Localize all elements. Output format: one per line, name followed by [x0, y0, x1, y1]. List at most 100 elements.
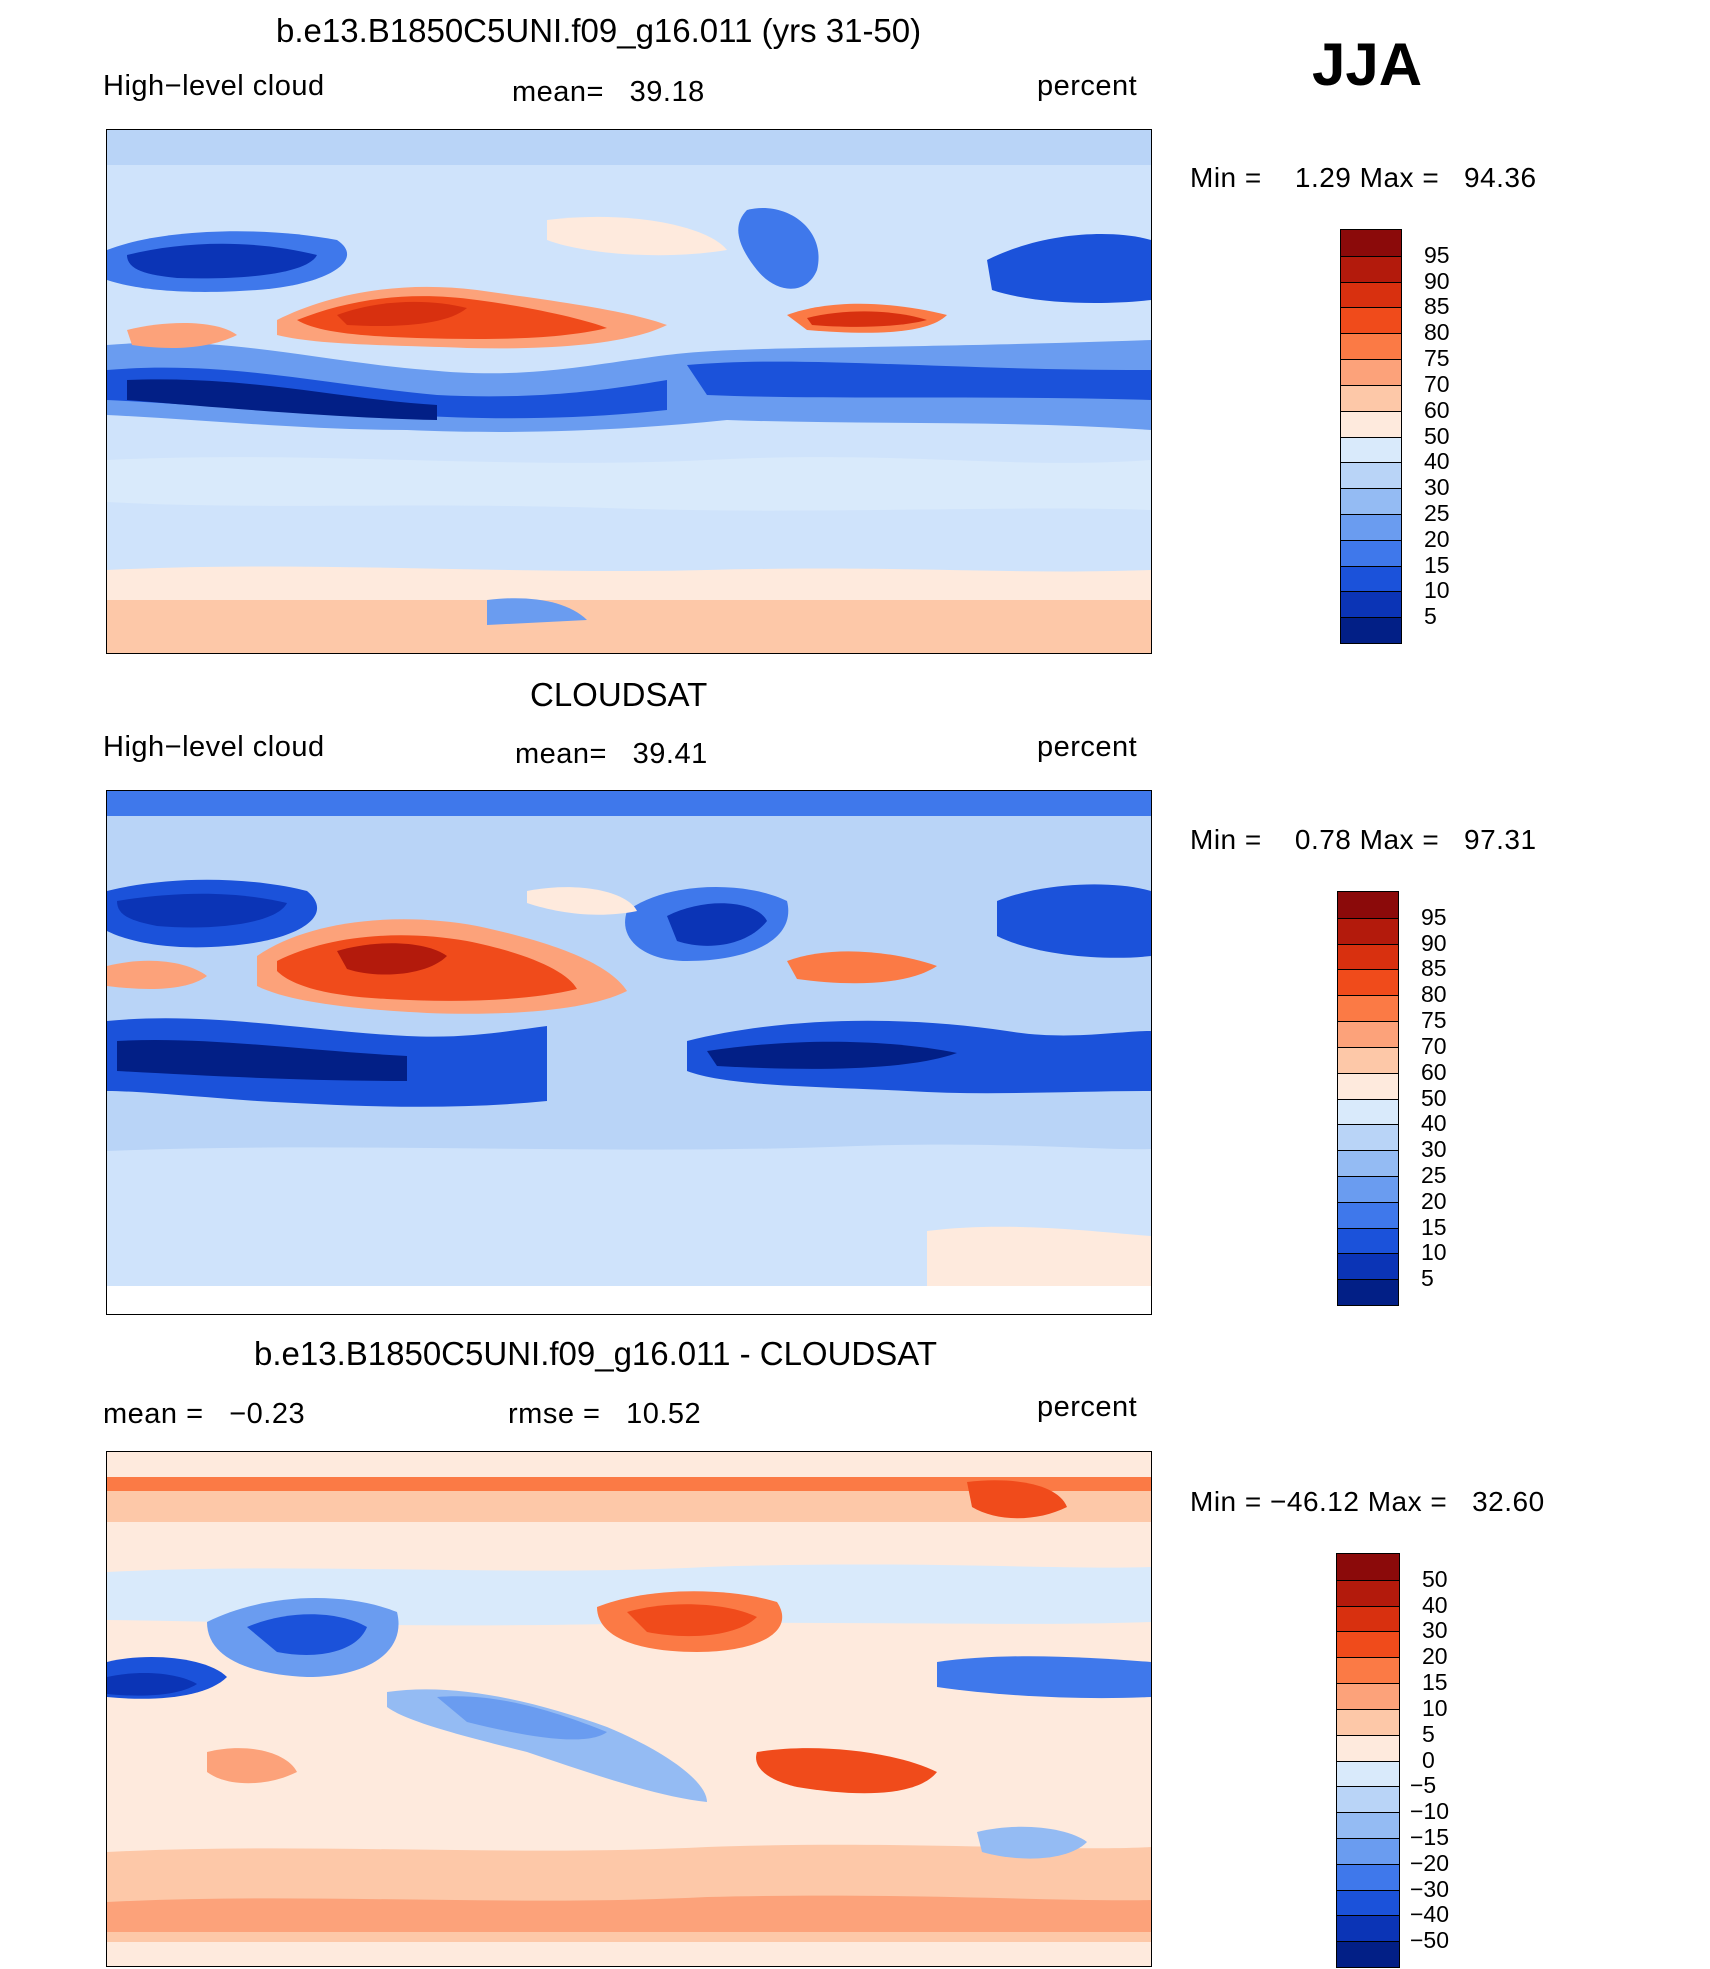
panel-1-colorbar-tick-label: 20 — [1424, 525, 1450, 552]
panel-2-colorbar-tick-label: 85 — [1421, 955, 1447, 982]
panel-2-colorbar — [1337, 891, 1399, 1306]
panel-2-colorbar-tick-label: 50 — [1421, 1084, 1447, 1111]
panel-2-colorbar-swatch — [1338, 1227, 1398, 1254]
panel-3-colorbar-tick-label: −10 — [1410, 1798, 1450, 1825]
panel-3-colorbar-swatch — [1337, 1708, 1399, 1735]
panel-2-colorbar-swatch — [1338, 1201, 1398, 1228]
panel-1-variable-label: High−level cloud — [103, 70, 325, 102]
panel-2-colorbar-tick-label: 75 — [1421, 1007, 1447, 1034]
panel-3-colorbar-swatch — [1337, 1812, 1399, 1838]
panel-3-colorbar-swatch — [1337, 1657, 1399, 1684]
panel-3-colorbar — [1336, 1553, 1400, 1968]
panel-2-colorbar-swatch — [1338, 1072, 1398, 1099]
panel-1-units-label: percent — [1037, 70, 1138, 102]
panel-2-colorbar-tick-label: 90 — [1421, 929, 1447, 956]
panel-2-colorbar-swatch — [1338, 917, 1398, 944]
panel-3-colorbar-tick-label: −50 — [1410, 1927, 1450, 1954]
panel-1-colorbar-tick-label: 15 — [1424, 551, 1450, 578]
panel-1-colorbar-swatch — [1341, 255, 1401, 282]
panel-1-colorbar-tick-label: 50 — [1424, 422, 1450, 449]
panel-3-colorbar-tick-label: 40 — [1422, 1591, 1448, 1618]
panel-3-title: b.e13.B1850C5UNI.f09_g16.011 - CLOUDSAT — [254, 1335, 937, 1372]
panel-2-colorbar-swatch — [1338, 1150, 1398, 1176]
panel-3-colorbar-tick-label: −15 — [1410, 1823, 1450, 1850]
panel-2-map-svg — [107, 791, 1151, 1314]
panel-2-variable-label: High−level cloud — [103, 731, 325, 763]
panel-2-colorbar-swatch — [1338, 969, 1398, 996]
panel-2-colorbar-tick-label: 70 — [1421, 1032, 1447, 1059]
panel-1-colorbar-swatch — [1341, 384, 1401, 411]
panel-1-colorbar-swatch — [1341, 436, 1401, 463]
panel-2-mean-label: mean= 39.41 — [515, 738, 708, 770]
panel-3-colorbar-swatch — [1337, 1915, 1399, 1942]
panel-1-colorbar-tick-label: 85 — [1424, 293, 1450, 320]
panel-1-colorbar-swatch — [1341, 539, 1401, 566]
panel-3-colorbar-tick-label: −20 — [1410, 1849, 1450, 1876]
panel-1-map-svg — [107, 130, 1151, 653]
season-label: JJA — [1312, 31, 1423, 98]
panel-1-colorbar-tick-label: 30 — [1424, 474, 1450, 501]
panel-1-colorbar-tick-label: 40 — [1424, 448, 1450, 475]
panel-2-colorbar-tick-label: 15 — [1421, 1213, 1447, 1240]
panel-1-colorbar-tick-label: 25 — [1424, 499, 1450, 526]
panel-3-map-svg — [107, 1452, 1151, 1966]
panel-3-colorbar-tick-label: 10 — [1422, 1694, 1448, 1721]
panel-2-title: CLOUDSAT — [530, 676, 708, 713]
panel-3-colorbar-swatch — [1337, 1734, 1399, 1761]
panel-2-minmax: Min = 0.78 Max = 97.31 — [1190, 824, 1537, 855]
panel-3-colorbar-swatch — [1337, 1863, 1399, 1890]
panel-1-colorbar-tick-label: 90 — [1424, 267, 1450, 294]
panel-2-colorbar-tick-label: 10 — [1421, 1239, 1447, 1266]
panel-1-colorbar-swatch — [1341, 488, 1401, 514]
panel-3-colorbar-tick-label: −40 — [1410, 1901, 1450, 1928]
panel-3-colorbar-swatch — [1337, 1837, 1399, 1864]
panel-2-colorbar-swatch — [1338, 1175, 1398, 1202]
panel-2-colorbar-swatch — [1338, 1124, 1398, 1151]
panel-3-colorbar-swatch — [1337, 1889, 1399, 1916]
panel-3-colorbar-swatch — [1337, 1760, 1399, 1787]
panel-1-colorbar-tick-label: 5 — [1424, 603, 1437, 630]
panel-1-colorbar-swatch — [1341, 591, 1401, 618]
panel-3-colorbar-tick-label: −30 — [1410, 1875, 1450, 1902]
panel-3-colorbar-tick-label: 20 — [1422, 1643, 1448, 1670]
panel-3-colorbar-swatch — [1337, 1579, 1399, 1606]
panel-3-colorbar-swatch — [1337, 1631, 1399, 1658]
panel-1-map — [106, 129, 1152, 654]
panel-1-colorbar-swatch — [1341, 410, 1401, 437]
panel-2-colorbar-tick-label: 80 — [1421, 981, 1447, 1008]
panel-1-colorbar-swatch — [1341, 617, 1401, 643]
panel-3-mean-label: mean = −0.23 — [103, 1398, 306, 1430]
panel-1-colorbar-tick-label: 60 — [1424, 396, 1450, 423]
panel-2-colorbar-swatch — [1338, 892, 1398, 918]
panel-3-units-label: percent — [1037, 1391, 1138, 1423]
panel-1-colorbar-swatch — [1341, 281, 1401, 308]
panel-3-colorbar-tick-label: 5 — [1422, 1720, 1435, 1747]
panel-2-units-label: percent — [1037, 731, 1138, 763]
panel-2-colorbar-tick-label: 30 — [1421, 1136, 1447, 1163]
panel-1-minmax: Min = 1.29 Max = 94.36 — [1190, 162, 1537, 193]
panel-1-colorbar-tick-label: 80 — [1424, 319, 1450, 346]
panel-1-colorbar-swatch — [1341, 230, 1401, 256]
panel-1-colorbar-swatch — [1341, 307, 1401, 334]
panel-2-colorbar-swatch — [1338, 943, 1398, 970]
panel-3-colorbar-swatch — [1337, 1605, 1399, 1632]
panel-3-colorbar-swatch — [1337, 1786, 1399, 1813]
panel-1-colorbar-tick-label: 75 — [1424, 345, 1450, 372]
panel-2-colorbar-swatch — [1338, 995, 1398, 1022]
panel-2-colorbar-swatch — [1338, 1046, 1398, 1073]
panel-3-colorbar-tick-label: 50 — [1422, 1565, 1448, 1592]
panel-1-colorbar-swatch — [1341, 462, 1401, 489]
panel-2-colorbar-tick-label: 95 — [1421, 903, 1447, 930]
panel-2-colorbar-tick-label: 20 — [1421, 1187, 1447, 1214]
panel-1-colorbar-swatch — [1341, 565, 1401, 592]
panel-3-map — [106, 1451, 1152, 1967]
panel-1-mean-label: mean= 39.18 — [512, 76, 705, 108]
panel-3-colorbar-swatch — [1337, 1554, 1399, 1580]
panel-1-colorbar-swatch — [1341, 513, 1401, 540]
panel-1-colorbar-tick-label: 70 — [1424, 370, 1450, 397]
panel-2-colorbar-swatch — [1338, 1021, 1398, 1047]
panel-1-title: b.e13.B1850C5UNI.f09_g16.011 (yrs 31-50) — [276, 12, 922, 49]
panel-3-colorbar-tick-label: 15 — [1422, 1669, 1448, 1696]
panel-2-colorbar-swatch — [1338, 1253, 1398, 1280]
panel-3-colorbar-swatch — [1337, 1683, 1399, 1709]
